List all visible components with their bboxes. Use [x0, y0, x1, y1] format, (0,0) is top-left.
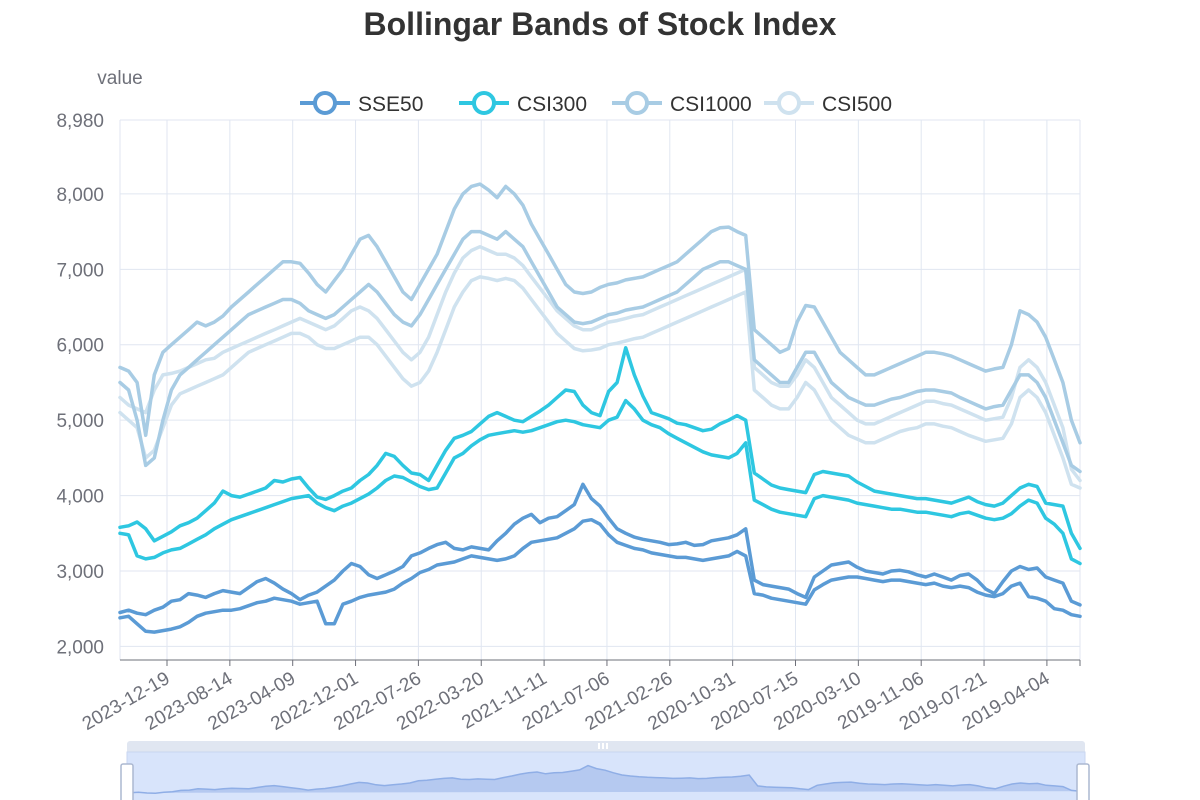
series-line-csi300-lower [118, 398, 1082, 566]
legend-item-csi1000[interactable]: CSI1000 [612, 91, 752, 116]
y-tick-label: 6,000 [56, 336, 104, 357]
legend-marker [313, 91, 337, 115]
legend-label: SSE50 [358, 93, 423, 116]
y-tick-label: 8,980 [56, 111, 104, 132]
data-zoom-slider[interactable] [120, 741, 1090, 800]
zoom-right-handle[interactable] [1076, 763, 1090, 800]
legend-marker [777, 91, 801, 115]
legend-label: CSI300 [517, 93, 587, 116]
legend: SSE50 CSI300 CSI1000 CSI500 [300, 91, 892, 116]
y-axis-label: value [97, 68, 142, 89]
legend-item-csi300[interactable]: CSI300 [459, 91, 587, 116]
series-line-csi500-lower [118, 275, 1082, 490]
series-line-sse50-lower [118, 517, 1082, 634]
legend-marker [472, 91, 496, 115]
legend-item-csi500[interactable]: CSI500 [764, 91, 892, 116]
y-tick-label: 2,000 [56, 637, 104, 658]
zoom-grip-mark [598, 743, 600, 749]
zoom-grip-mark [606, 743, 608, 749]
series-lines [118, 182, 1082, 634]
series-line-csi1000-lower [118, 229, 1082, 474]
zoom-grip-mark [602, 743, 604, 749]
series-line-csi300-upper [118, 346, 1082, 551]
y-tick-label: 5,000 [56, 411, 104, 432]
y-tick-label: 7,000 [56, 260, 104, 281]
series-line-csi500-upper [118, 244, 1082, 483]
legend-marker [625, 91, 649, 115]
zoom-preview-line [129, 764, 1081, 795]
y-tick-label: 4,000 [56, 487, 104, 508]
zoom-left-handle[interactable] [120, 763, 134, 800]
y-tick-label: 8,000 [56, 185, 104, 206]
grid-lines [119, 119, 1081, 660]
legend-label: CSI500 [822, 93, 892, 116]
legend-label: CSI1000 [670, 93, 752, 116]
chart-title: Bollingar Bands of Stock Index [363, 6, 837, 42]
series-line-csi1000-upper [118, 182, 1082, 445]
y-tick-label: 3,000 [56, 562, 104, 583]
legend-item-sse50[interactable]: SSE50 [300, 91, 423, 116]
series-line-sse50-upper [118, 482, 1082, 617]
